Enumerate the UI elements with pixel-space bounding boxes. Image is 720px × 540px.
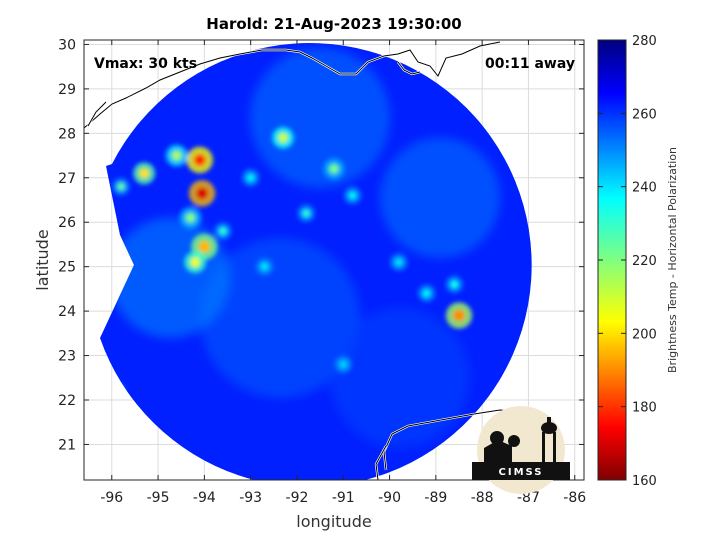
feature-core (218, 227, 227, 236)
colorbar-tick-label: 200 (632, 327, 657, 342)
scan-texture-band (330, 307, 471, 448)
colorbar-tick-label: 220 (632, 254, 657, 269)
feature-core (260, 262, 269, 271)
feature-core (117, 182, 126, 191)
plot-frame (83, 39, 585, 481)
feature-core (453, 309, 465, 322)
scan-texture-band (200, 237, 361, 398)
coastline-path (84, 41, 501, 129)
x-tick-label: -92 (286, 490, 309, 506)
scan-texture (110, 47, 501, 448)
y-tick-label: 23 (58, 349, 76, 365)
feature-core (329, 163, 339, 174)
y-tick-label: 27 (58, 171, 76, 187)
feature-core (185, 212, 196, 223)
y-tick-label: 28 (58, 126, 76, 142)
feature-core (339, 360, 348, 369)
y-tick-label: 25 (58, 260, 76, 276)
scan-texture-band (380, 137, 501, 258)
feature-core (193, 154, 206, 166)
y-tick-label: 22 (58, 393, 76, 409)
y-tick-label: 26 (58, 215, 76, 231)
x-tick-label: -86 (563, 490, 586, 506)
feature-core (348, 191, 357, 200)
feature-core (302, 209, 311, 218)
x-tick-label: -89 (424, 490, 447, 506)
x-tick-label: -96 (100, 490, 123, 506)
colorbar-ticks: 280 260 240 220 200 180 160 (598, 34, 657, 489)
x-tick-label: -94 (193, 490, 216, 506)
coastline (84, 40, 521, 480)
feature-core (278, 132, 289, 143)
scan-texture-band (250, 47, 391, 188)
y-tick-label: 21 (58, 437, 76, 453)
x-axis-label: longitude (296, 512, 371, 531)
scan-texture-band (110, 217, 231, 338)
feature-core (422, 289, 431, 298)
feature-core (190, 257, 201, 268)
x-tick-label: -87 (517, 490, 540, 506)
microwave-scan (100, 43, 532, 480)
vmax-annotation: Vmax: 30 kts (94, 56, 197, 72)
time-away-annotation: 00:11 away (485, 56, 575, 72)
colorbar-label: Brightness Temp - Horizontal Polarizatio… (666, 147, 679, 373)
feature-core (394, 258, 403, 267)
x-tick-label: -95 (147, 490, 170, 506)
colorbar-tick-label: 180 (632, 401, 657, 416)
x-tick-label: -93 (239, 490, 262, 506)
coastline-path (397, 61, 421, 75)
feature-core (139, 168, 150, 179)
x-tick-label: -88 (471, 490, 494, 506)
coastline-path (375, 445, 387, 480)
colorbar-tick-label: 260 (632, 107, 657, 122)
feature-core (196, 187, 209, 200)
chart-title: Harold: 21-Aug-2023 19:30:00 (206, 15, 461, 33)
colorbar-tick-label: 240 (632, 181, 657, 196)
y-axis-label: latitude (33, 229, 52, 290)
feature-core (198, 240, 211, 253)
coastline-path (87, 101, 107, 127)
x-tick-label: -91 (332, 490, 355, 506)
feature-core (171, 150, 182, 161)
x-tick-label: -90 (378, 490, 401, 506)
y-tick-label: 30 (58, 37, 76, 53)
colorbar-tick-label: 280 (632, 34, 657, 49)
x-axis: -96 -95 -94 -93 -92 -91 -90 -89 -88 -87 -86 (100, 40, 586, 506)
feature-core (450, 280, 459, 289)
y-axis: 30 29 28 27 26 25 24 23 22 21 (58, 37, 584, 453)
cimss-logo: CIMSS (472, 406, 570, 494)
y-tick-label: 24 (58, 304, 76, 320)
y-tick-label: 29 (58, 82, 76, 98)
colorbar-tick-label: 160 (632, 474, 657, 489)
coastline-path (383, 409, 521, 471)
logo-text: CIMSS (499, 467, 544, 478)
feature-core (246, 173, 255, 182)
